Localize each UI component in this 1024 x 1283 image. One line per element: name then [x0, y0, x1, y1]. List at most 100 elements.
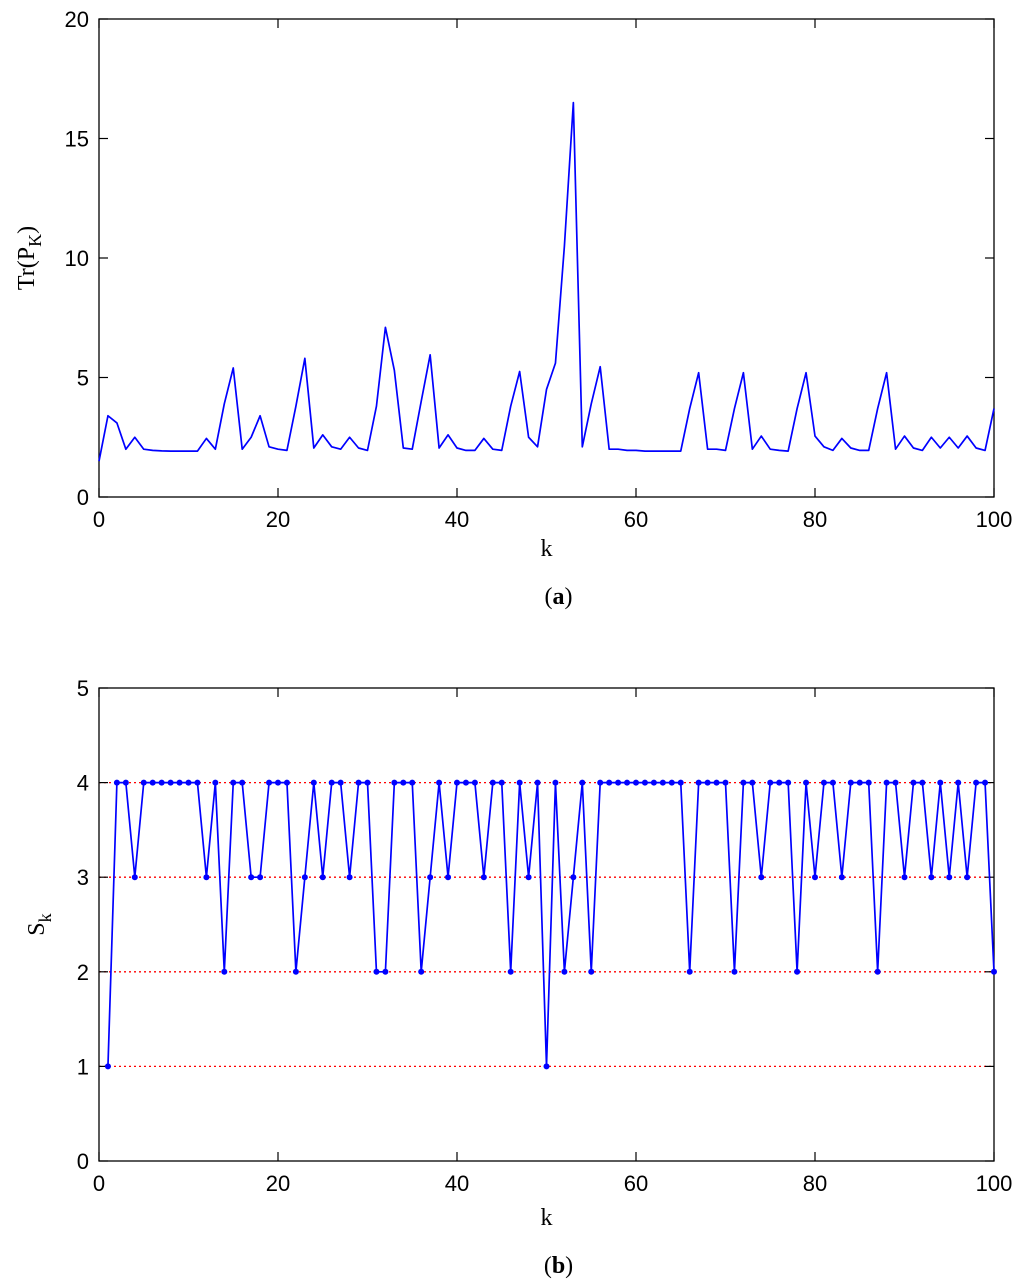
y-tick-label: 4: [77, 771, 89, 796]
data-point: [266, 779, 273, 786]
y-axis-label: Sk: [24, 913, 55, 935]
x-tick-label: 40: [445, 1171, 469, 1196]
data-point: [776, 779, 783, 786]
x-tick-label: 20: [266, 1171, 290, 1196]
data-point: [212, 779, 219, 786]
data-point: [820, 779, 827, 786]
data-point: [337, 779, 344, 786]
data-point: [829, 779, 836, 786]
data-point: [856, 779, 863, 786]
data-point: [588, 968, 595, 975]
data-point: [704, 779, 711, 786]
data-point: [275, 779, 281, 786]
data-point: [131, 874, 138, 881]
data-point: [203, 874, 210, 881]
data-point: [364, 779, 371, 786]
axes-box: [98, 18, 995, 498]
data-point: [767, 779, 774, 786]
data-point: [874, 968, 881, 975]
axes-box: [98, 687, 995, 1162]
y-tick-label: 10: [65, 246, 89, 271]
data-point: [319, 874, 326, 881]
data-point: [257, 874, 264, 881]
data-point: [955, 779, 962, 786]
data-point: [838, 874, 845, 881]
data-point: [633, 779, 639, 786]
x-tick-label: 0: [93, 507, 105, 532]
data-point: [937, 779, 944, 786]
data-point: [167, 779, 174, 786]
y-tick-label: 5: [77, 366, 89, 391]
x-tick-label: 40: [445, 507, 469, 532]
x-tick-label: 20: [266, 507, 290, 532]
data-point: [677, 779, 684, 786]
data-series-line: [107, 781, 995, 1068]
data-point: [391, 779, 398, 786]
data-point: [292, 968, 299, 975]
data-point: [310, 779, 317, 786]
data-point: [597, 779, 604, 786]
data-point: [525, 874, 532, 881]
data-point: [731, 968, 738, 975]
data-point: [382, 968, 389, 975]
data-point: [883, 779, 890, 786]
data-point: [489, 779, 496, 786]
data-point: [740, 779, 747, 786]
data-point: [722, 779, 729, 786]
y-tick-label: 15: [65, 127, 89, 152]
data-point: [812, 874, 818, 881]
data-point: [659, 779, 666, 786]
x-tick-label: 60: [624, 1171, 648, 1196]
y-tick-label: 0: [77, 1149, 89, 1174]
x-tick-label: 100: [976, 507, 1013, 532]
data-series-line: [98, 101, 995, 462]
data-point: [122, 779, 129, 786]
y-tick-label: 2: [77, 960, 89, 985]
x-tick-label: 60: [624, 507, 648, 532]
data-point: [910, 779, 917, 786]
data-point: [462, 779, 469, 786]
y-tick-label: 0: [77, 485, 89, 510]
data-point: [668, 779, 675, 786]
x-tick-label: 80: [803, 507, 827, 532]
y-axis-label: Tr(PK): [14, 226, 45, 290]
data-point: [104, 1063, 111, 1070]
data-point: [221, 968, 228, 975]
data-point: [480, 874, 487, 881]
data-point: [847, 779, 854, 786]
data-point: [686, 968, 693, 975]
data-point: [400, 779, 407, 786]
data-point: [865, 779, 872, 786]
data-point: [427, 874, 434, 881]
data-point: [901, 874, 908, 881]
data-point: [982, 779, 989, 786]
data-point: [713, 779, 720, 786]
data-point: [946, 874, 953, 881]
chart-panel-b: 0 20 40 60 80 100 0 1 2 3 4 5 k Sk (b): [24, 676, 1012, 1279]
x-tick-label: 100: [976, 1171, 1013, 1196]
data-point: [543, 1063, 550, 1070]
data-point: [579, 779, 586, 786]
data-point: [498, 779, 505, 786]
data-point: [471, 779, 478, 786]
data-point: [919, 779, 926, 786]
data-point: [248, 874, 255, 881]
x-axis-label: k: [541, 536, 553, 562]
data-point: [561, 968, 568, 975]
data-point: [516, 779, 523, 786]
data-point: [991, 968, 997, 975]
x-tick-label: 80: [803, 1171, 827, 1196]
x-axis-label: k: [541, 1205, 553, 1231]
chart-panel-a: 0 20 40 60 80 100 0 5 10 15 20 k Tr(PK) (a): [14, 7, 1012, 610]
data-point: [436, 779, 443, 786]
data-point: [641, 779, 648, 786]
data-point: [552, 779, 559, 786]
data-point: [534, 779, 541, 786]
y-tick-label: 1: [77, 1054, 89, 1079]
data-point: [149, 779, 156, 786]
data-point: [570, 874, 577, 881]
data-point: [794, 968, 801, 975]
data-point: [695, 779, 702, 786]
data-point: [355, 779, 362, 786]
data-point: [346, 874, 353, 881]
